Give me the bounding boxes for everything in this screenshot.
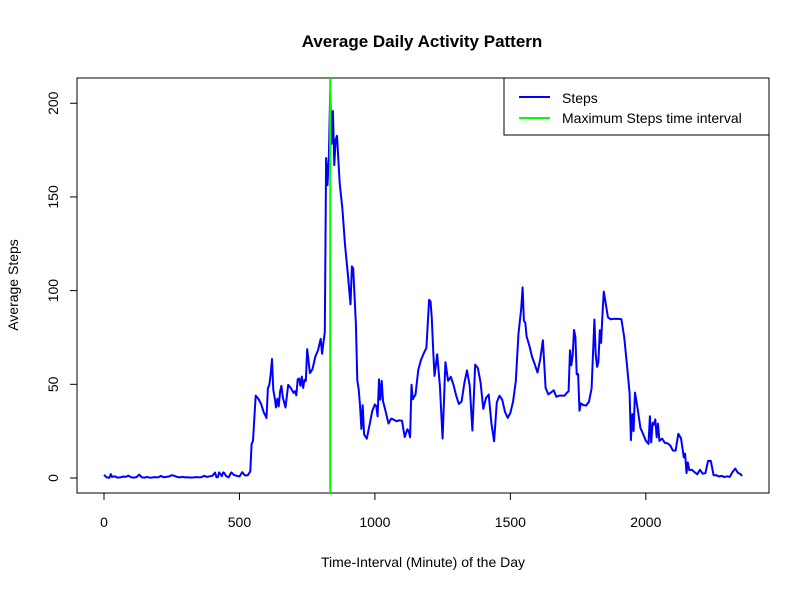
y-tick-label: 200 <box>45 91 61 115</box>
chart-title: Average Daily Activity Pattern <box>302 32 543 51</box>
x-tick-label: 0 <box>100 514 108 530</box>
y-tick-label: 50 <box>45 376 61 392</box>
x-tick-label: 500 <box>228 514 252 530</box>
x-tick-label: 1500 <box>495 514 526 530</box>
series-layer <box>103 78 743 493</box>
plot-frame <box>76 77 770 494</box>
x-axis: 0 500 1000 1500 2000 <box>100 492 662 530</box>
x-tick-label: 2000 <box>630 514 661 530</box>
y-tick-label: 0 <box>45 474 61 482</box>
y-tick-label: 100 <box>45 279 61 303</box>
y-axis: 0 50 100 150 200 <box>45 91 78 482</box>
y-axis-title: Average Steps <box>5 239 21 331</box>
legend: Steps Maximum Steps time interval <box>503 77 770 136</box>
legend-label-max-interval: Maximum Steps time interval <box>562 110 742 126</box>
x-tick-label: 1000 <box>359 514 390 530</box>
x-axis-title: Time-Interval (Minute) of the Day <box>321 554 525 570</box>
legend-label-steps: Steps <box>562 90 598 106</box>
legend-box <box>503 77 770 136</box>
y-tick-label: 150 <box>45 185 61 209</box>
steps-line <box>103 91 743 479</box>
